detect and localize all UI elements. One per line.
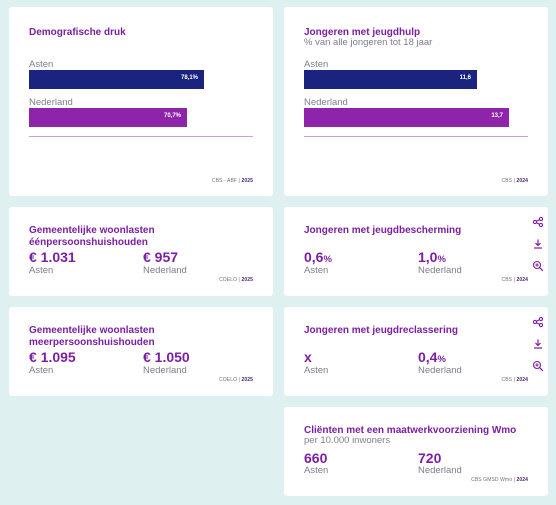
chart-axis xyxy=(29,136,253,137)
place-nederland: Nederland xyxy=(418,365,462,376)
place-asten: Asten xyxy=(29,365,54,376)
bar-asten: 11,6 xyxy=(304,70,477,89)
card-title: Gemeentelijke woonlasten éénpersoonshuis… xyxy=(29,225,155,248)
bar-label-nederland: Nederland xyxy=(304,97,348,108)
bar-value-nederland: 13,7 xyxy=(491,113,503,119)
card-subtitle: % van alle jongeren tot 18 jaar xyxy=(304,37,433,48)
bar-value-nederland: 70,7% xyxy=(163,113,181,119)
download-icon[interactable] xyxy=(532,338,544,350)
share-icon[interactable] xyxy=(532,316,544,328)
bar-asten: 78,1% xyxy=(29,70,204,89)
bar-label-asten: Asten xyxy=(29,59,54,70)
card-woonlasten-meerpersoons: Gemeentelijke woonlasten meerpersoonshui… xyxy=(9,307,273,396)
card-title: Jongeren met jeugdbescherming xyxy=(304,225,462,236)
card-woonlasten-eenpersoons: Gemeentelijke woonlasten éénpersoonshuis… xyxy=(9,207,273,296)
place-asten: Asten xyxy=(29,265,54,276)
bar-nederland: 70,7% xyxy=(29,108,187,127)
chart-axis xyxy=(304,136,528,137)
bar-value-asten: 78,1% xyxy=(180,75,198,81)
source-label: CBS | 2024 xyxy=(501,178,528,184)
place-nederland: Nederland xyxy=(418,265,462,276)
place-asten: Asten xyxy=(304,365,329,376)
zoom-in-icon[interactable] xyxy=(532,360,544,372)
card-subtitle: per 10.000 inwoners xyxy=(304,435,391,446)
zoom-in-icon[interactable] xyxy=(532,260,544,272)
card-title: Jongeren met jeugdreclassering xyxy=(304,325,458,336)
source-label: CBS - ABF | 2025 xyxy=(212,178,253,184)
share-icon[interactable] xyxy=(532,216,544,228)
card-title: Gemeentelijke woonlasten meerpersoonshui… xyxy=(29,325,155,348)
value-asten: 0,6% xyxy=(304,249,332,265)
source-label: CBS GMSD Wmo | 2024 xyxy=(471,477,528,483)
card-title: Demografische druk xyxy=(29,27,126,38)
value-asten: 660 xyxy=(304,450,328,466)
card-demografische-druk: Demografische druk Asten 78,1% Nederland… xyxy=(9,7,273,196)
bar-value-asten: 11,6 xyxy=(459,75,471,81)
card-jeugdreclassering: Jongeren met jeugdreclassering x Asten 0… xyxy=(284,307,548,396)
card-jeugdbescherming: Jongeren met jeugdbescherming 0,6% Asten… xyxy=(284,207,548,296)
value-nederland: € 1.050 xyxy=(143,349,190,365)
bar-label-nederland: Nederland xyxy=(29,97,73,108)
value-nederland: 0,4% xyxy=(418,349,446,365)
value-asten: € 1.095 xyxy=(29,349,76,365)
card-jongeren-jeugdhulp: Jongeren met jeugdhulp % van alle jonger… xyxy=(284,7,548,196)
card-wmo-clienten: Cliënten met een maatwerkvoorziening Wmo… xyxy=(284,407,548,496)
place-asten: Asten xyxy=(304,465,329,476)
source-label: COELO | 2025 xyxy=(219,277,253,283)
source-label: CBS | 2024 xyxy=(501,277,528,283)
value-asten: € 1.031 xyxy=(29,249,76,265)
place-nederland: Nederland xyxy=(143,365,187,376)
place-asten: Asten xyxy=(304,265,329,276)
value-nederland: 720 xyxy=(418,450,442,466)
place-nederland: Nederland xyxy=(418,465,462,476)
card-title: Cliënten met een maatwerkvoorziening Wmo xyxy=(304,425,517,436)
value-nederland: 1,0% xyxy=(418,249,446,265)
source-label: CBS | 2024 xyxy=(501,377,528,383)
bar-label-asten: Asten xyxy=(304,59,329,70)
bar-nederland: 13,7 xyxy=(304,108,509,127)
value-asten: x xyxy=(304,349,312,365)
download-icon[interactable] xyxy=(532,238,544,250)
value-nederland: € 957 xyxy=(143,249,179,265)
place-nederland: Nederland xyxy=(143,265,187,276)
source-label: COELO | 2025 xyxy=(219,377,253,383)
card-title: Jongeren met jeugdhulp xyxy=(304,27,421,38)
